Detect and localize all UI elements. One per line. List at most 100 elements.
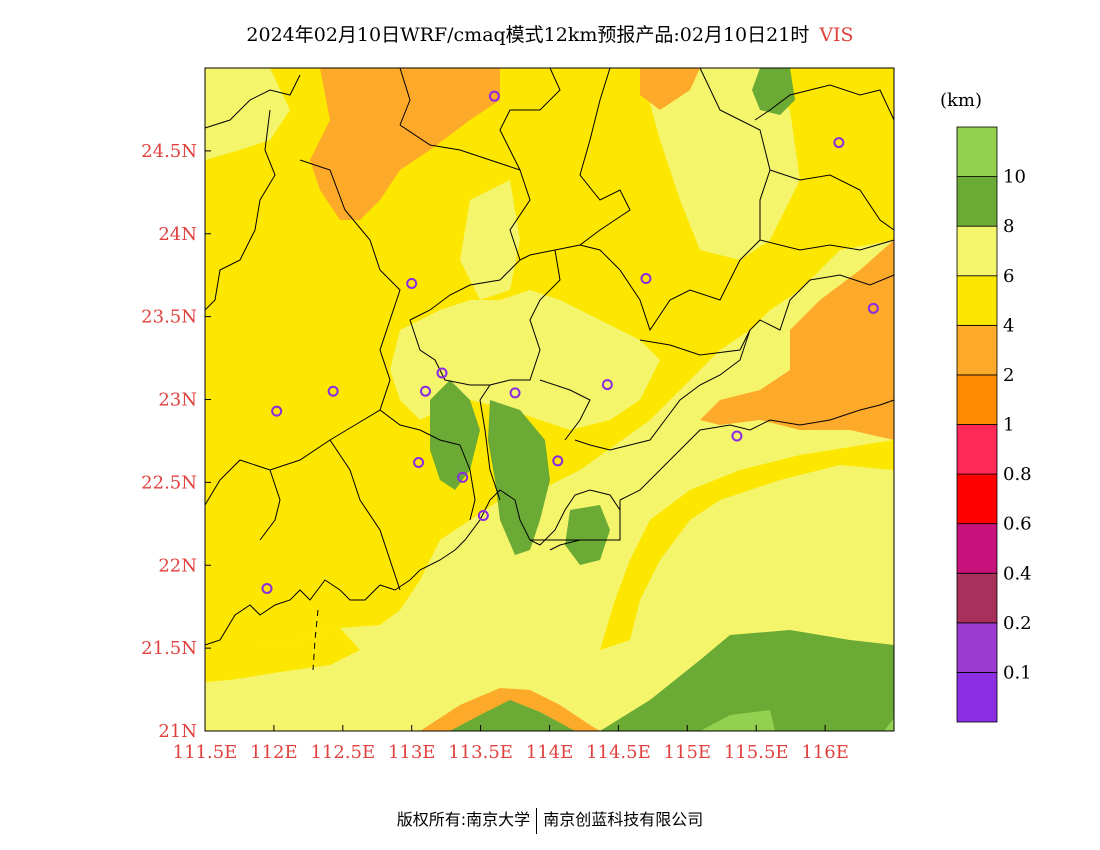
legend-swatch (956, 126, 998, 177)
legend-swatch (956, 622, 998, 673)
pearl-estuary (479, 399, 501, 501)
legend-swatch (956, 672, 998, 723)
legend-label: 10 (1003, 167, 1026, 188)
boundary-line (769, 169, 895, 231)
coastline (204, 489, 621, 646)
copyright-footer: 版权所有:南京大学 南京创蓝科技有限公司 (0, 806, 1100, 834)
station-marker (833, 137, 845, 149)
legend-label: 0.2 (1003, 613, 1032, 634)
legend-label: 0.4 (1003, 563, 1032, 584)
legend-colorbar: 0.1 0.2 0.4 0.6 0.8 1 2 4 6 8 10 (956, 126, 1032, 723)
legend-unit: (km) (940, 90, 982, 111)
x-axis-ticks: 111.5E 112E 112.5E 113E 113.5E 114E 114.5E 115E… (173, 725, 849, 763)
boundary-line (519, 67, 631, 261)
coastline (619, 399, 895, 501)
footer-separator (536, 807, 538, 834)
field-yellow-sw-coast (205, 628, 360, 682)
x-tick-label: 115.5E (724, 742, 789, 763)
x-tick-label: 112.5E (310, 742, 375, 763)
y-tick-label: 22.5N (141, 472, 197, 493)
x-tick-label: 113E (388, 742, 436, 763)
x-tick-label: 114.5E (586, 742, 651, 763)
chart-title: 2024年02月10日WRF/cmaq模式12km预报产品:02月10日21时 V… (0, 20, 1100, 47)
station-marker (731, 430, 743, 442)
legend-label: 0.6 (1003, 514, 1032, 535)
legend-swatch (956, 225, 998, 277)
y-tick-label: 21.5N (141, 638, 197, 659)
field-green-northeast (752, 68, 795, 115)
station-marker (271, 405, 283, 417)
boundary-line (399, 124, 531, 321)
legend-swatch (956, 523, 998, 574)
x-tick-label: 116E (801, 742, 849, 763)
boundary-line (409, 319, 490, 386)
station-marker (327, 385, 339, 397)
station-marker (601, 379, 613, 391)
station-marker (436, 367, 448, 379)
legend-label: 6 (1003, 266, 1014, 287)
x-tick-label: 114E (526, 742, 574, 763)
legend-swatch (956, 473, 998, 525)
boundary-line (399, 67, 411, 126)
boundary-line (579, 67, 771, 332)
boundary-line (259, 469, 281, 541)
station-marker (406, 277, 418, 289)
boundary-line (499, 67, 561, 171)
legend-swatch (956, 275, 998, 326)
boundary-line (204, 74, 301, 129)
boundary-line (759, 239, 895, 251)
y-tick-label: 24.5N (141, 141, 197, 162)
legend-swatch (956, 374, 998, 425)
boundary-line (204, 109, 276, 311)
x-tick-label: 115E (664, 742, 712, 763)
y-tick-label: 24N (158, 224, 197, 245)
station-marker (413, 456, 425, 468)
legend-swatch (956, 572, 998, 624)
boundary-line (754, 84, 895, 121)
station-marker (552, 455, 564, 467)
title-variable: VIS (819, 24, 854, 46)
footer-right: 南京创蓝科技有限公司 (543, 810, 704, 829)
legend-swatch (956, 176, 998, 227)
station-marker (477, 510, 489, 522)
legend-swatch (956, 424, 998, 475)
legend-label: 2 (1003, 365, 1014, 386)
visibility-field (205, 68, 894, 731)
y-tick-label: 22N (158, 555, 197, 576)
province-boundaries (204, 67, 895, 671)
field-light-streak (460, 180, 520, 300)
y-tick-label: 21N (158, 721, 197, 742)
boundary-line (639, 274, 895, 356)
x-tick-label: 112E (250, 742, 298, 763)
y-tick-label: 23N (158, 390, 197, 411)
pearl-estuary (459, 444, 476, 521)
legend-label: 8 (1003, 216, 1014, 237)
hk-border (530, 500, 621, 541)
station-marker (640, 273, 652, 285)
boundary-line (329, 439, 401, 591)
boundary-line (539, 379, 591, 441)
x-tick-label: 111.5E (173, 742, 238, 763)
station-marker (867, 302, 879, 314)
y-axis-ticks: 21N 21.5N 22N 22.5N 23N 23.5N 24N 24.5N (141, 141, 211, 742)
field-green-hk (565, 505, 610, 565)
station-marker (419, 385, 431, 397)
field-orange-east (700, 240, 894, 440)
field-green-south (450, 700, 575, 731)
legend-swatch (956, 324, 998, 376)
legend-label: 0.1 (1003, 662, 1032, 683)
station-marker (457, 471, 469, 483)
field-yellow-southeast (600, 440, 894, 650)
x-tick-label: 113.5E (448, 742, 513, 763)
station-marker (261, 582, 273, 594)
station-marker (509, 387, 521, 399)
boundary-line (574, 329, 751, 451)
boundary-line (479, 249, 561, 401)
field-orange-north (310, 68, 500, 220)
title-main: 2024年02月10日WRF/cmaq模式12km预报产品:02月10日21时 (246, 24, 810, 46)
field-green-pearl-east (488, 400, 550, 555)
station-marker (488, 90, 500, 102)
boundary-line (379, 409, 461, 446)
station-markers (261, 90, 879, 594)
